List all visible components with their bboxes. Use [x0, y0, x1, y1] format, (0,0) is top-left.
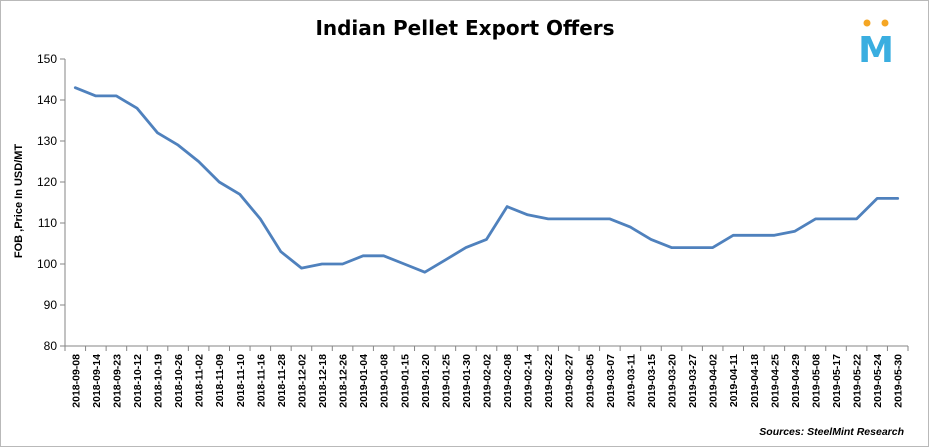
x-tick-label: 2019-01-25	[440, 354, 452, 408]
x-tick-label: 2018-11-28	[276, 354, 288, 407]
series-line	[73, 86, 900, 274]
x-tick-label: 2019-03-05	[584, 354, 596, 408]
x-tick-label: 2019-01-30	[461, 354, 473, 408]
x-tick-label: 2019-01-04	[358, 354, 370, 408]
x-tick-label: 2019-04-02	[708, 354, 720, 408]
x-tick-label: 2019-01-15	[399, 354, 411, 408]
y-tick-label: 130	[37, 134, 57, 148]
x-tick-label: 2019-02-27	[564, 354, 576, 408]
x-tick-label: 2019-04-29	[790, 354, 802, 408]
x-tick-label: 2019-03-11	[625, 354, 637, 407]
x-tick-label: 2019-03-07	[605, 354, 617, 408]
x-tick-label: 2019-04-18	[749, 354, 761, 408]
logo-dot-right	[881, 19, 889, 27]
x-tick-label: 2018-10-26	[173, 354, 185, 408]
y-tick-label: 110	[38, 216, 57, 230]
x-tick-label: 2019-05-17	[831, 354, 843, 408]
y-tick-label: 100	[37, 257, 57, 271]
source-note: Sources: SteelMint Research	[759, 426, 904, 438]
x-tick-label: 2019-01-08	[379, 354, 391, 408]
x-tick-label: 2018-11-10	[235, 354, 247, 407]
logo-dot-left	[863, 19, 871, 27]
x-tick-label: 2019-03-27	[687, 354, 699, 408]
y-tick-label: 150	[37, 52, 57, 66]
x-tick-label: 2018-12-18	[317, 354, 329, 408]
axes	[64, 59, 908, 347]
x-tick-label: 2018-11-02	[194, 354, 206, 407]
x-tick-label: 2019-05-30	[893, 354, 905, 408]
x-tick-label: 2018-11-16	[255, 354, 267, 407]
x-tick-label: 2019-04-11	[728, 354, 740, 407]
y-tick-label: 80	[44, 339, 58, 353]
y-tick-label: 140	[37, 93, 57, 107]
chart-title: Indian Pellet Export Offers	[315, 16, 614, 40]
x-tick-label: 2019-05-22	[852, 354, 864, 408]
x-tick-label: 2018-09-23	[111, 354, 123, 408]
x-tick-label: 2019-05-08	[810, 354, 822, 408]
x-tick-label: 2019-03-20	[667, 354, 679, 408]
x-tick-label: 2018-10-12	[132, 354, 144, 408]
y-tick-label: 90	[44, 298, 58, 312]
x-tick-label: 2019-01-20	[420, 354, 432, 408]
x-tick-label: 2019-05-24	[872, 354, 884, 408]
x-tick-label: 2018-11-09	[214, 354, 226, 407]
y-tick-label: 120	[37, 175, 57, 189]
x-tick-label: 2018-09-14	[91, 354, 103, 408]
x-tick-label: 2019-02-14	[523, 354, 535, 408]
logo: M	[858, 19, 894, 71]
y-axis-label: FOB ,Price In USD/MT	[13, 144, 25, 259]
x-tick-label: 2019-02-08	[502, 354, 514, 408]
y-ticks: 80 90 100 110 120 130 140 150	[37, 52, 65, 353]
x-tick-label: 2019-03-15	[646, 354, 658, 408]
x-ticks: 2018-09-08 2018-09-14 2018-09-23 2018-10-12…	[64, 346, 909, 408]
series	[73, 86, 900, 274]
x-tick-label: 2019-02-22	[543, 354, 555, 408]
x-tick-label: 2018-12-02	[296, 354, 308, 408]
x-tick-label: 2018-09-08	[70, 354, 82, 408]
logo-letter: M	[858, 30, 894, 71]
x-tick-label: 2019-04-25	[769, 354, 781, 408]
x-tick-label: 2018-12-26	[338, 354, 350, 408]
x-tick-label: 2019-02-02	[482, 354, 494, 408]
x-tick-label: 2018-10-19	[153, 354, 165, 408]
